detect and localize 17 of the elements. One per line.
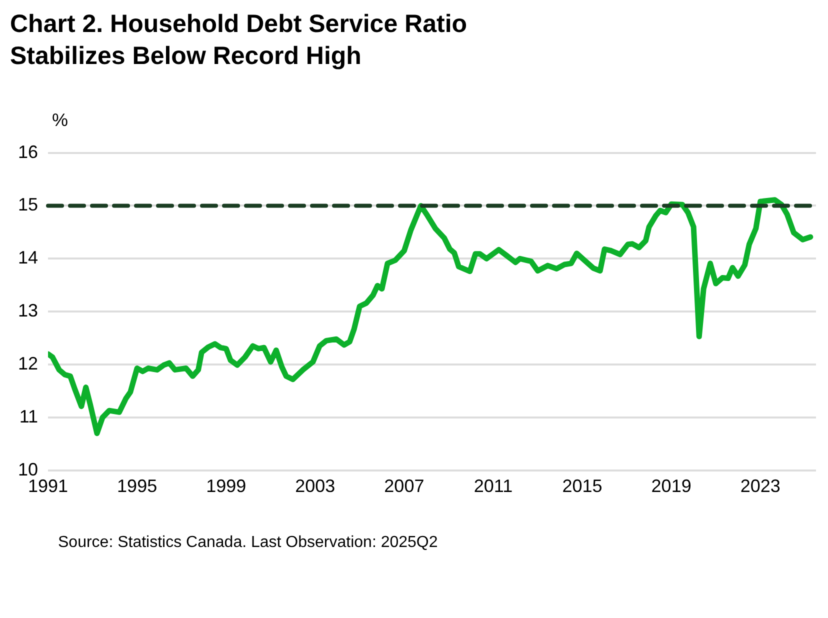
y-tick-label: 11 <box>19 406 38 426</box>
chart-title: Chart 2. Household Debt Service Ratio Stabilizes Below Record High <box>10 9 468 72</box>
x-tick-label: 2019 <box>651 476 692 496</box>
x-tick-label: 1999 <box>206 476 246 496</box>
y-tick-label: 13 <box>18 300 38 321</box>
x-tick-label: 2003 <box>295 476 336 496</box>
x-tick-label: 2023 <box>740 476 780 496</box>
source-note: Source: Statistics Canada. Last Observation: 2025Q2 <box>58 534 439 552</box>
x-tick-label: 2011 <box>474 476 513 496</box>
y-tick-label: 15 <box>18 194 38 215</box>
y-tick-label: 12 <box>18 354 38 374</box>
x-tick-label: 2007 <box>384 476 424 496</box>
x-tick-label: 1995 <box>117 476 158 496</box>
y-axis-title: % <box>52 110 70 132</box>
x-tick-label: 2015 <box>562 476 602 496</box>
y-tick-label: 14 <box>18 248 38 268</box>
y-tick-label: 16 <box>18 142 38 162</box>
